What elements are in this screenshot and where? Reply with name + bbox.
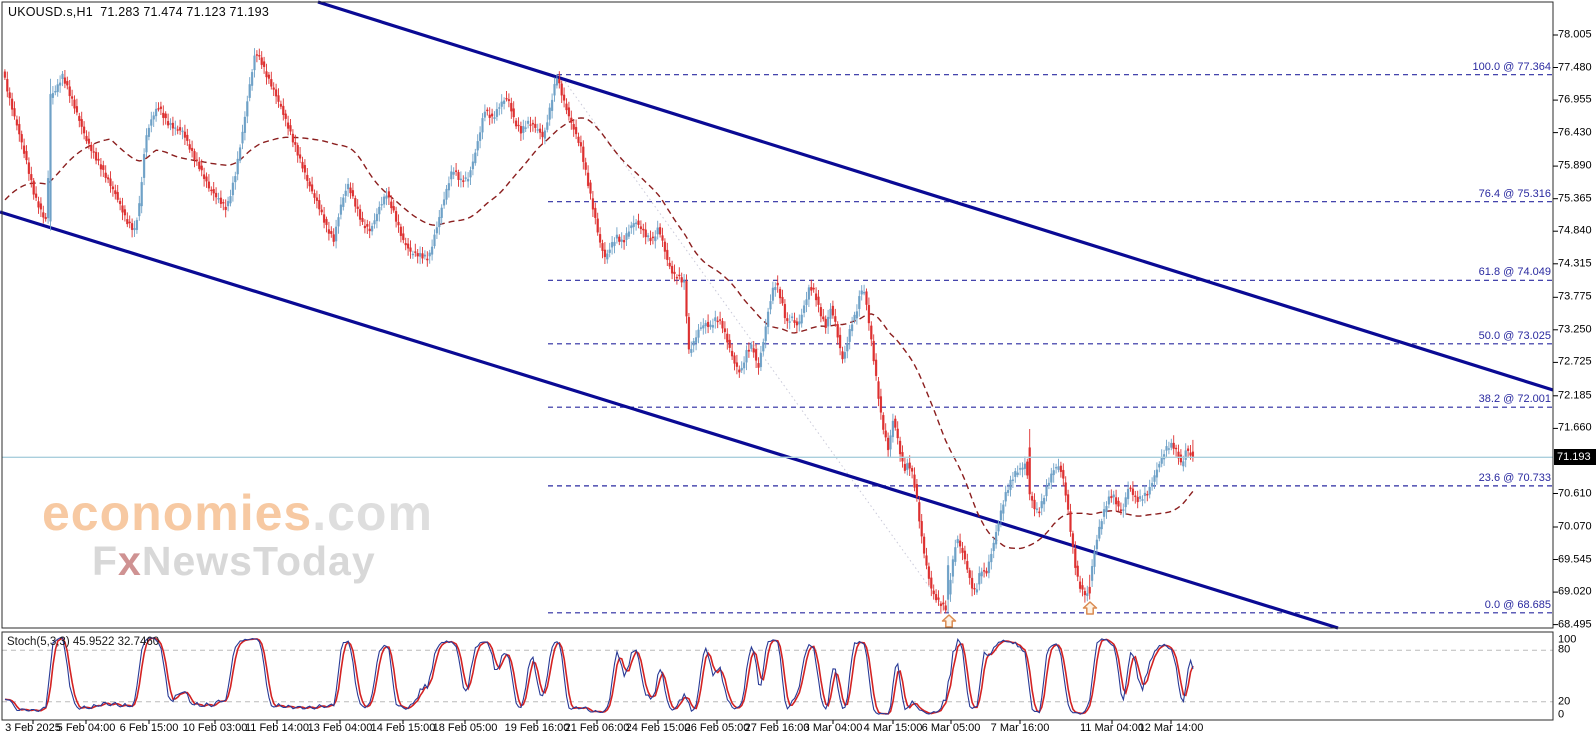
time-tick-label: 10 Feb 03:00 xyxy=(182,722,248,734)
price-tick-label: 76.430 xyxy=(1558,126,1592,139)
fib-level-label: 61.8 @ 74.049 xyxy=(1478,266,1551,279)
time-tick-label: 5 Feb 04:00 xyxy=(56,722,116,734)
price-tick-label: 71.660 xyxy=(1558,421,1592,434)
fib-level-label: 50.0 @ 73.025 xyxy=(1478,329,1551,342)
price-tick-label: 75.365 xyxy=(1558,192,1592,205)
chart-title: UKOUSD.s,H1 71.283 71.474 71.123 71.193 xyxy=(8,5,269,19)
fib-level-label: 0.0 @ 68.685 xyxy=(1484,598,1551,611)
time-tick-label: 6 Mar 05:00 xyxy=(921,722,981,734)
current-price-badge: 71.193 xyxy=(1554,449,1596,465)
price-tick-label: 75.890 xyxy=(1558,159,1592,172)
time-tick-label: 3 Feb 2025 xyxy=(5,722,61,734)
time-tick-label: 6 Feb 15:00 xyxy=(119,722,179,734)
time-tick-label: 19 Feb 16:00 xyxy=(504,722,570,734)
price-tick-label: 72.725 xyxy=(1558,355,1592,368)
stoch-scale-label: 0 xyxy=(1558,708,1565,721)
fib-level-label: 38.2 @ 72.001 xyxy=(1478,393,1551,406)
stoch-scale-label: 20 xyxy=(1558,695,1571,708)
price-tick-label: 69.545 xyxy=(1558,553,1592,565)
watermark-domain: .com xyxy=(312,485,433,541)
time-tick-label: 13 Feb 04:00 xyxy=(307,722,373,734)
time-tick-label: 3 Mar 04:00 xyxy=(803,722,863,734)
price-tick-label: 70.070 xyxy=(1558,520,1592,533)
fib-level-label: 23.6 @ 70.733 xyxy=(1478,471,1551,484)
watermark-brand: economies xyxy=(42,485,313,541)
watermark-f: F xyxy=(92,538,119,584)
price-tick-label: 68.495 xyxy=(1558,618,1592,631)
time-tick-label: 27 Feb 16:00 xyxy=(744,722,810,734)
price-tick-label: 69.020 xyxy=(1558,585,1592,598)
time-tick-label: 12 Mar 14:00 xyxy=(1138,722,1204,734)
indicator-values: 45.9522 32.7460 xyxy=(72,636,160,648)
time-tick-label: 21 Feb 06:00 xyxy=(564,722,630,734)
watermark-subtitle: FxNewsToday xyxy=(92,541,433,582)
time-tick-label: 11 Feb 14:00 xyxy=(244,722,310,734)
stoch-scale-label: 80 xyxy=(1558,643,1571,656)
price-tick-label: 78.005 xyxy=(1558,28,1592,41)
price-tick-label: 77.480 xyxy=(1558,61,1592,73)
indicator-label: Stoch(5,3,3) 45.9522 32.7460 xyxy=(7,636,159,648)
price-tick-label: 73.250 xyxy=(1558,323,1592,336)
price-tick-label: 72.185 xyxy=(1558,389,1592,402)
time-tick-label: 11 Mar 04:00 xyxy=(1079,722,1145,734)
price-tick-label: 73.775 xyxy=(1558,290,1592,303)
price-tick-label: 74.315 xyxy=(1558,257,1592,270)
watermark: economies.com FxNewsToday xyxy=(42,488,433,582)
stoch-scale-label: 100 xyxy=(1558,633,1577,646)
price-tick-label: 76.955 xyxy=(1558,93,1592,106)
ohlc-values: 71.283 71.474 71.123 71.193 xyxy=(100,5,269,19)
symbol-timeframe: UKOUSD.s,H1 xyxy=(8,5,93,19)
watermark-logo: economies.com xyxy=(42,488,433,538)
fib-level-label: 100.0 @ 77.364 xyxy=(1472,60,1551,73)
time-tick-label: 7 Mar 16:00 xyxy=(990,722,1050,734)
watermark-x: x xyxy=(118,538,142,584)
watermark-rest: NewsToday xyxy=(141,538,376,584)
time-tick-label: 24 Feb 15:00 xyxy=(625,722,691,734)
time-tick-label: 18 Feb 05:00 xyxy=(432,722,498,734)
time-tick-label: 26 Feb 05:00 xyxy=(684,722,750,734)
fib-level-label: 76.4 @ 75.316 xyxy=(1478,187,1551,200)
time-tick-label: 4 Mar 15:00 xyxy=(863,722,923,734)
time-tick-label: 14 Feb 15:00 xyxy=(370,722,436,734)
price-tick-label: 74.840 xyxy=(1558,224,1592,237)
up-arrow-icon xyxy=(941,614,957,628)
price-tick-label: 70.610 xyxy=(1558,487,1592,499)
indicator-name: Stoch(5,3,3) xyxy=(7,636,70,648)
up-arrow-icon xyxy=(1082,601,1098,615)
